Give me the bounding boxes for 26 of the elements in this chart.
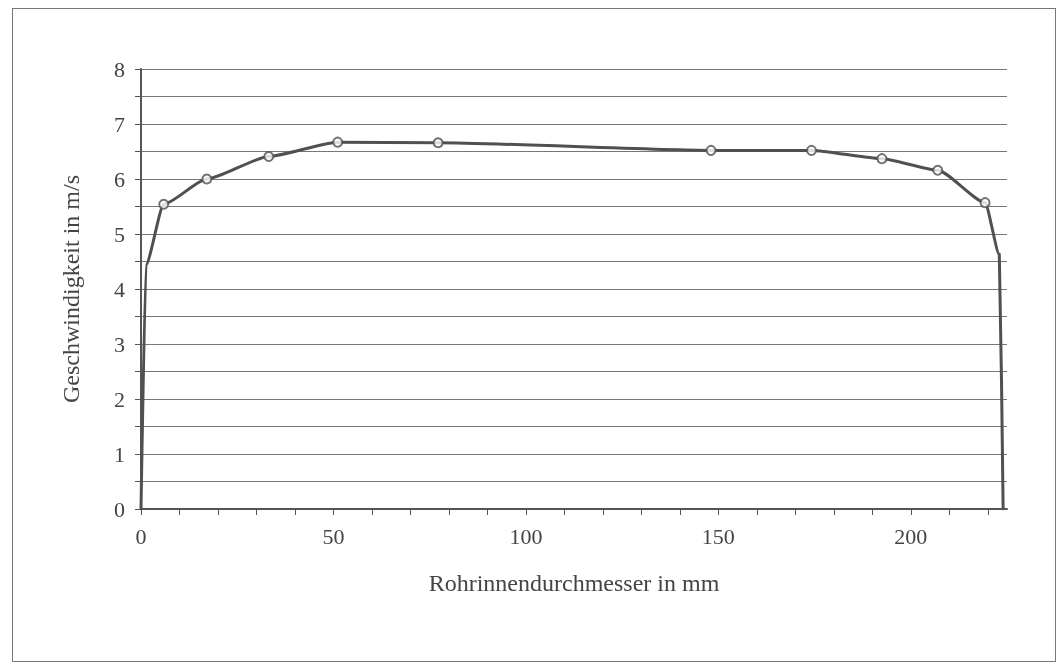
- x-tick-label: 100: [509, 523, 543, 549]
- y-tick-label: 5: [114, 221, 125, 247]
- y-axis-title: Geschwindigkeit in m/s: [58, 175, 84, 403]
- point: [332, 136, 344, 148]
- y-tick-label: 6: [114, 166, 125, 192]
- y-tick-label: 2: [114, 386, 125, 412]
- y-tick-label: 3: [114, 331, 125, 357]
- x-tick-label: 150: [701, 523, 735, 549]
- point: [932, 164, 944, 176]
- point: [705, 144, 717, 156]
- x-tick-label: 0: [135, 523, 147, 549]
- y-tick-label: 4: [114, 276, 125, 302]
- x-axis-title: Rohrinnendurchmesser in mm: [428, 570, 720, 596]
- y-tick-label: 1: [114, 441, 125, 467]
- point: [201, 173, 213, 185]
- point: [876, 153, 888, 165]
- y-tick-label: 8: [114, 56, 125, 82]
- x-tick-label: 200: [894, 523, 928, 549]
- point: [979, 197, 991, 209]
- point: [432, 137, 444, 149]
- point: [263, 150, 275, 162]
- point: [805, 144, 817, 156]
- y-tick-label: 7: [114, 111, 125, 137]
- y-tick-label: 0: [114, 496, 125, 522]
- point: [158, 198, 170, 210]
- x-tick-label: 50: [322, 523, 345, 549]
